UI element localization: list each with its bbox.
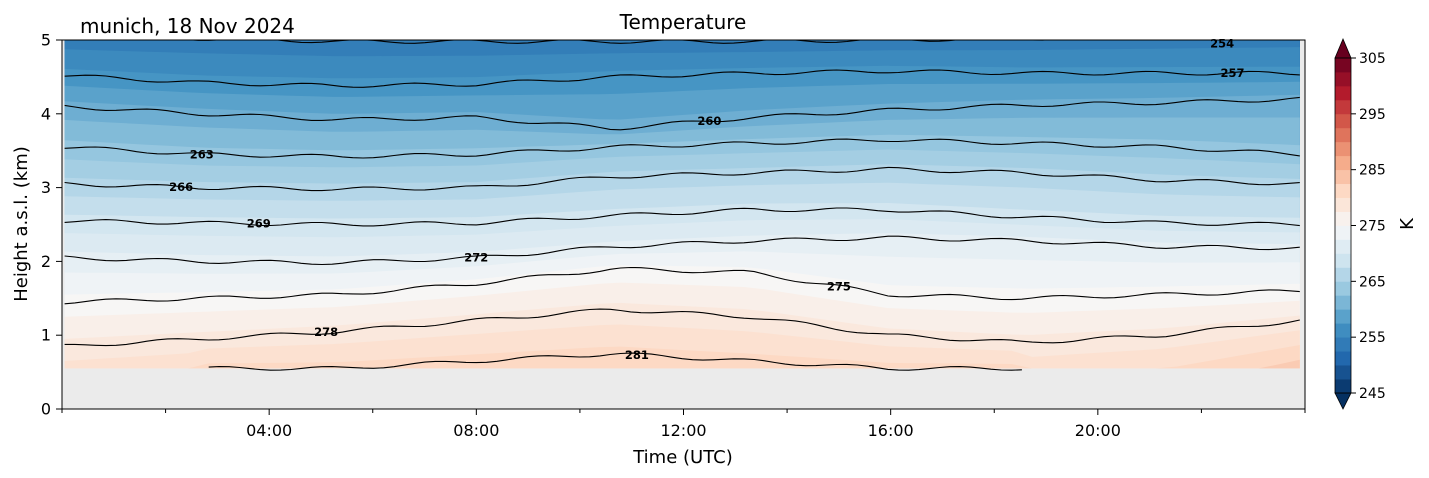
colorbar-segment <box>1335 71 1351 87</box>
heat-band <box>64 345 1300 369</box>
chart-title: Temperature <box>619 10 747 34</box>
isotherm-label: 275 <box>827 280 851 294</box>
isotherm-line <box>64 166 1300 192</box>
colorbar-segment <box>1335 379 1351 394</box>
colorbar-segment <box>1335 99 1351 115</box>
colorbar-segment <box>1335 323 1351 338</box>
isotherm-label: 272 <box>464 251 488 265</box>
isotherm-label: 260 <box>697 114 721 128</box>
isotherm-line <box>64 138 1300 159</box>
isotherm-line <box>64 235 1300 266</box>
colorbar-segment <box>1335 211 1351 226</box>
colorbar-tick-label: 285 <box>1359 163 1386 179</box>
colorbar-segment <box>1335 267 1351 282</box>
colorbar-tick-label: 275 <box>1359 219 1386 235</box>
isotherm-label: 266 <box>169 180 193 194</box>
colorbar-segment <box>1335 253 1351 268</box>
x-axis: 04:00 08:00 12:00 16:00 20:00 <box>61 409 1306 440</box>
colorbar-segment <box>1335 365 1351 380</box>
colorbar-segment <box>1335 197 1351 212</box>
colorbar-segment <box>1335 113 1351 129</box>
colorbar-segment <box>1335 183 1351 198</box>
y-axis: 0 1 2 3 4 5 <box>41 31 62 419</box>
isotherm-label: 278 <box>314 325 338 339</box>
isotherm-line <box>64 266 1300 305</box>
colorbar-extend-min <box>1334 392 1352 410</box>
x-tick-label: 20:00 <box>1075 421 1121 440</box>
plot-area: 254 257 260 263 266 269 272 275 278 281 <box>61 37 1306 410</box>
isotherm-label: 254 <box>1210 37 1234 51</box>
y-tick-label: 4 <box>41 104 51 123</box>
x-tick-label: 12:00 <box>660 421 706 440</box>
x-tick-label: 16:00 <box>868 421 914 440</box>
heat-band <box>64 324 1300 369</box>
y-axis-label: Height a.s.l. (km) <box>11 146 32 302</box>
isotherm-line <box>64 308 1300 347</box>
y-tick-label: 5 <box>41 31 51 50</box>
colorbar-tick-label: 295 <box>1359 107 1386 123</box>
isotherm-line <box>64 207 1300 227</box>
colorbar: 245 255 265 275 285 295 305 <box>1334 37 1386 410</box>
colorbar-tick-label: 265 <box>1359 274 1386 290</box>
colorbar-segment <box>1335 351 1351 366</box>
temperature-field <box>64 40 1300 369</box>
colorbar-segment <box>1335 281 1351 296</box>
colorbar-segment <box>1335 169 1351 185</box>
colorbar-segment <box>1335 337 1351 352</box>
colorbar-segment <box>1335 155 1351 171</box>
x-axis-label: Time (UTC) <box>632 447 733 468</box>
isotherm-label: 263 <box>190 147 214 161</box>
y-tick-label: 1 <box>41 326 51 345</box>
chart-subtitle: munich, 18 Nov 2024 <box>80 14 295 38</box>
colorbar-segment <box>1335 225 1351 240</box>
colorbar-tick-label: 305 <box>1359 51 1386 67</box>
colorbar-label: K <box>1397 217 1418 230</box>
colorbar-segment <box>1335 309 1351 324</box>
isotherm-line <box>64 69 1300 88</box>
isotherm-label: 281 <box>625 348 649 362</box>
isotherm-label: 269 <box>247 217 271 231</box>
x-tick-label: 08:00 <box>453 421 499 440</box>
isotherm-line <box>208 352 1022 371</box>
y-tick-label: 3 <box>41 178 51 197</box>
isotherm-lines <box>64 40 1300 371</box>
colorbar-segment <box>1335 85 1351 101</box>
x-tick-label: 04:00 <box>246 421 292 440</box>
colorbar-segment <box>1335 239 1351 254</box>
y-tick-label: 2 <box>41 252 51 271</box>
isotherm-label: 257 <box>1220 66 1244 80</box>
colorbar-extend-max <box>1334 37 1352 59</box>
colorbar-tick-label: 245 <box>1359 386 1386 402</box>
colorbar-segment <box>1335 295 1351 310</box>
colorbar-segment <box>1335 127 1351 143</box>
colorbar-tick-label: 255 <box>1359 330 1386 346</box>
y-tick-label: 0 <box>41 400 51 419</box>
isotherm-line <box>64 96 1300 131</box>
colorbar-segment <box>1335 141 1351 157</box>
colorbar-segment <box>1335 58 1351 73</box>
